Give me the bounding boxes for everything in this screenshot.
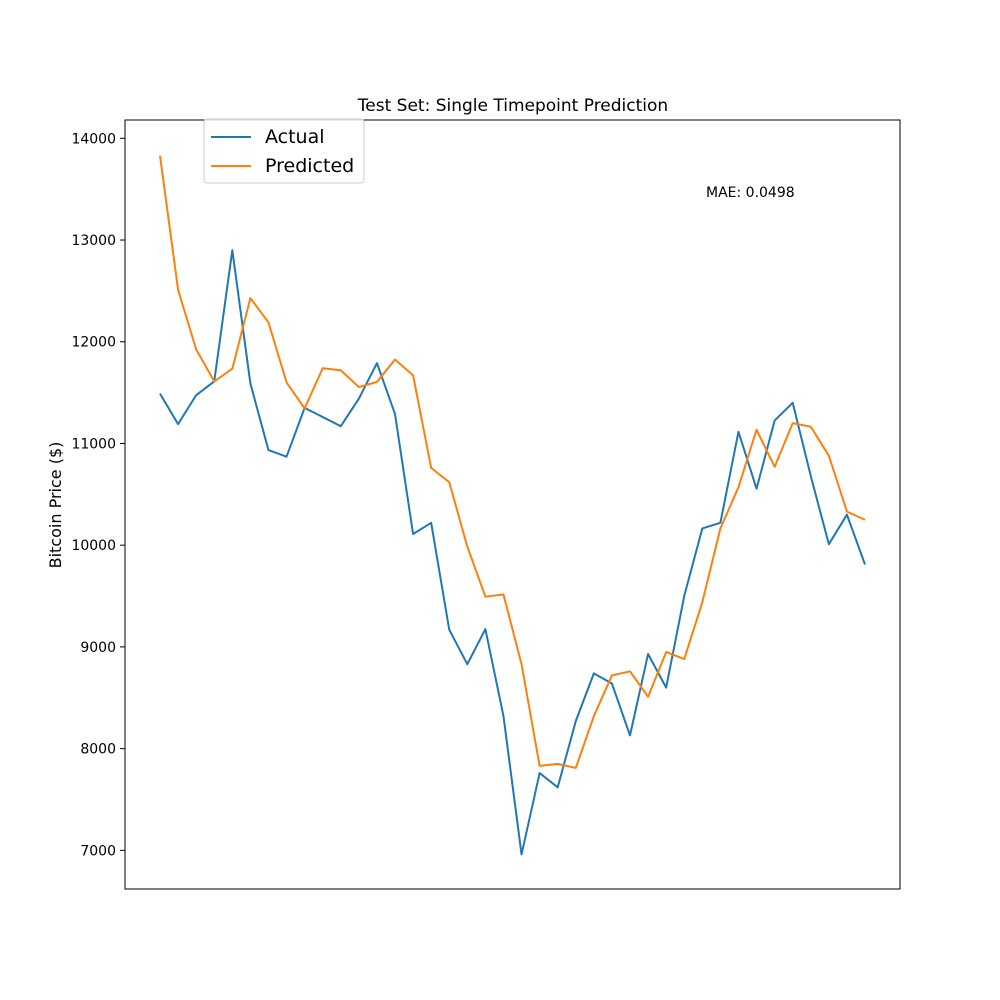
- chart-title: Test Set: Single Timepoint Prediction: [357, 96, 668, 116]
- legend: Actual Predicted: [203, 118, 365, 184]
- plot-frame: [124, 119, 901, 890]
- legend-label-actual: Actual: [265, 126, 325, 148]
- y-tick-label: 14000: [71, 131, 116, 147]
- y-tick-label: 7000: [80, 843, 116, 859]
- y-tick-label: 8000: [80, 742, 116, 758]
- y-axis: 7000 8000 9000 10000 11000 12000 13000 14000: [71, 131, 125, 859]
- y-tick-label: 13000: [71, 233, 116, 249]
- series-layer: [159, 155, 866, 856]
- mae-annotation: MAE: 0.0498: [706, 185, 795, 201]
- y-tick-label: 12000: [71, 335, 116, 351]
- plot-background: [125, 120, 900, 889]
- y-tick-label: 10000: [71, 538, 116, 554]
- series-line-predicted: [159, 155, 866, 769]
- plot-area: 7000 8000 9000 10000 11000 12000 13000 14000: [71, 119, 901, 890]
- y-tick-label: 9000: [80, 640, 116, 656]
- y-axis-label: Bitcoin Price ($): [46, 442, 65, 569]
- legend-label-predicted: Predicted: [265, 155, 354, 177]
- y-tick-label: 11000: [71, 436, 116, 452]
